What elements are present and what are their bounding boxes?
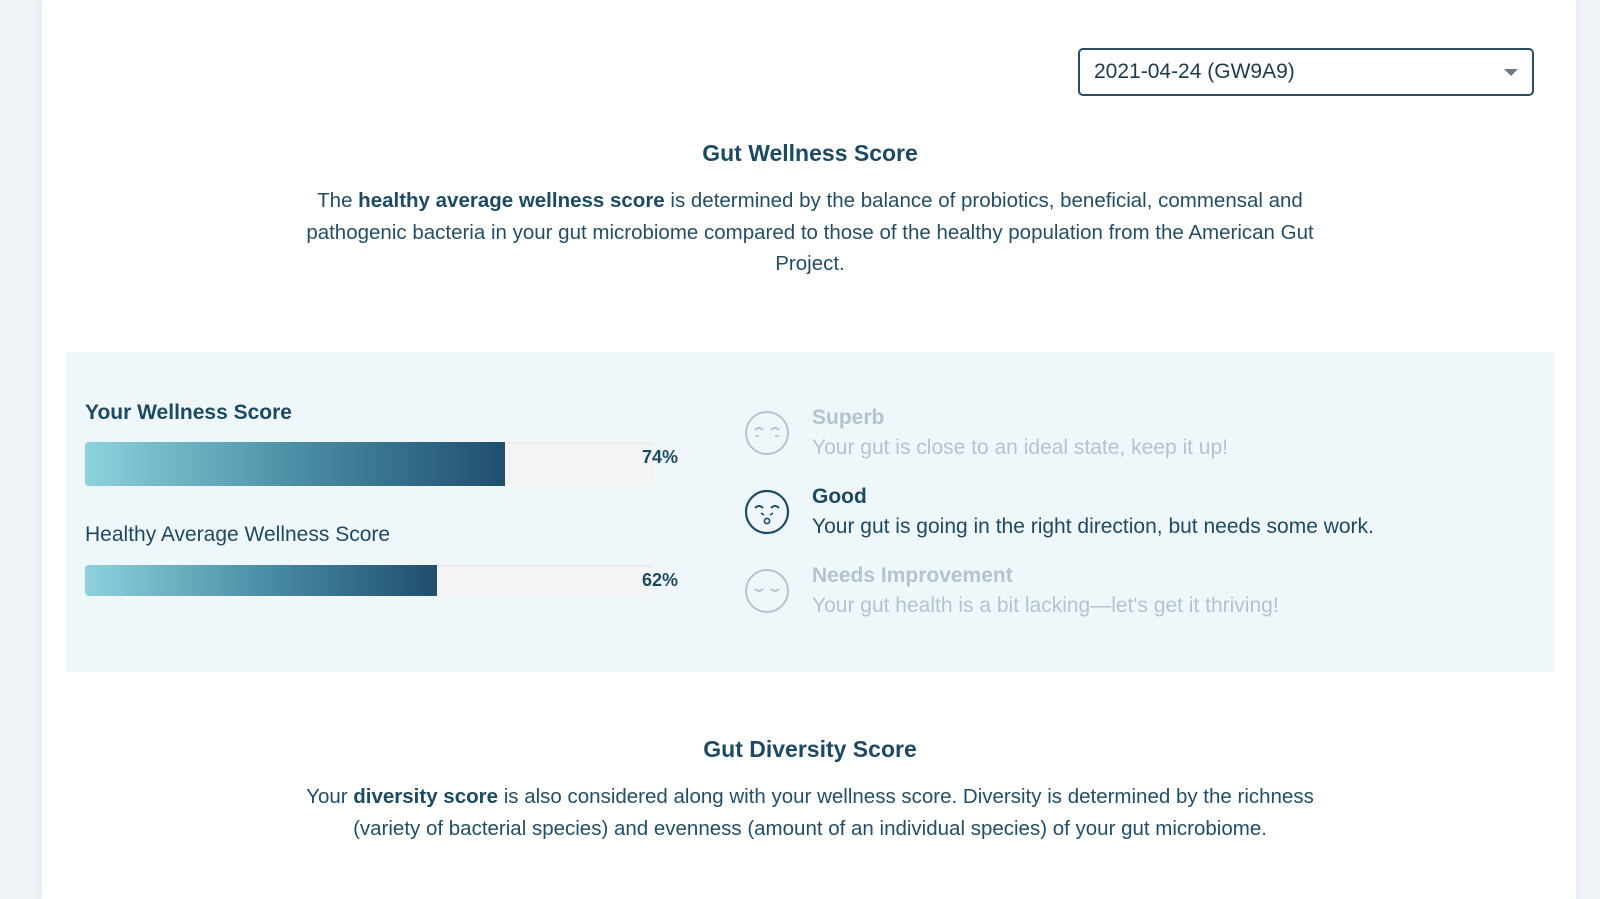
healthy-score-bar-fill	[85, 565, 438, 596]
wellness-section-title: Gut Wellness Score	[702, 140, 918, 166]
wellness-desc-bold: healthy average wellness score	[358, 189, 665, 212]
healthy-score-label: Healthy Average Wellness Score	[85, 523, 391, 546]
legend-title-good: Good	[812, 485, 867, 508]
diversity-section-title: Gut Diversity Score	[703, 736, 917, 762]
healthy-score-bar	[85, 565, 653, 596]
legend-desc-superb: Your gut is close to an ideal state, kee…	[812, 436, 1228, 459]
superb-face-icon	[745, 411, 789, 455]
needs-improvement-face-icon	[745, 569, 789, 613]
legend-item-superb: Superb Your gut is close to an ideal sta…	[744, 406, 1544, 466]
legend-title-needs-improvement: Needs Improvement	[812, 564, 1013, 587]
your-score-bar-fill	[85, 442, 506, 486]
your-score-bar	[85, 442, 653, 486]
wellness-section-description: The healthy average wellness score is de…	[306, 189, 1314, 275]
healthy-score-value: 62%	[642, 570, 679, 590]
chevron-down-icon	[1504, 69, 1518, 76]
score-panel	[66, 352, 1554, 672]
sample-select[interactable]: 2021-04-24 (GW9A9)	[1078, 48, 1534, 96]
legend-title-superb: Superb	[812, 406, 885, 429]
legend-desc-needs-improvement: Your gut health is a bit lacking—let's g…	[812, 594, 1279, 617]
diversity-desc-bold: diversity score	[353, 785, 499, 808]
your-score-value: 74%	[642, 447, 679, 467]
diversity-section-description: Your diversity score is also considered …	[306, 785, 1314, 840]
legend-desc-good: Your gut is going in the right direction…	[812, 515, 1374, 538]
your-score-label: Your Wellness Score	[85, 401, 292, 424]
legend-item-needs-improvement: Needs Improvement Your gut health is a b…	[744, 564, 1544, 624]
sample-select-value: 2021-04-24 (GW9A9)	[1094, 60, 1295, 83]
good-face-icon	[744, 489, 790, 535]
legend-item-good: Good Your gut is going in the right dire…	[744, 485, 1544, 545]
